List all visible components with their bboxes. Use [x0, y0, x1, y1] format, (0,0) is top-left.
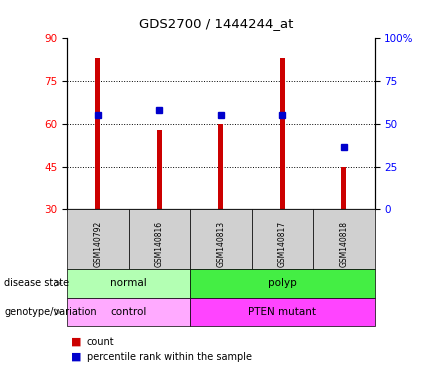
Text: control: control [110, 307, 147, 317]
Text: genotype/variation: genotype/variation [4, 307, 97, 317]
Text: GSM140817: GSM140817 [278, 221, 287, 267]
Bar [218, 124, 223, 209]
Text: GSM140818: GSM140818 [339, 221, 348, 267]
Text: ■: ■ [71, 337, 82, 347]
Bar [280, 58, 285, 209]
Text: GSM140813: GSM140813 [216, 221, 225, 267]
Bar [341, 167, 346, 209]
Text: normal: normal [110, 278, 147, 288]
Bar [157, 129, 162, 209]
Text: GDS2700 / 1444244_at: GDS2700 / 1444244_at [139, 17, 294, 30]
Text: PTEN mutant: PTEN mutant [248, 307, 317, 317]
Text: count: count [87, 337, 114, 347]
Text: GSM140792: GSM140792 [94, 221, 102, 267]
Text: percentile rank within the sample: percentile rank within the sample [87, 352, 252, 362]
Text: polyp: polyp [268, 278, 297, 288]
Text: GSM140816: GSM140816 [155, 221, 164, 267]
Text: disease state: disease state [4, 278, 69, 288]
Text: ■: ■ [71, 352, 82, 362]
Bar [95, 58, 100, 209]
